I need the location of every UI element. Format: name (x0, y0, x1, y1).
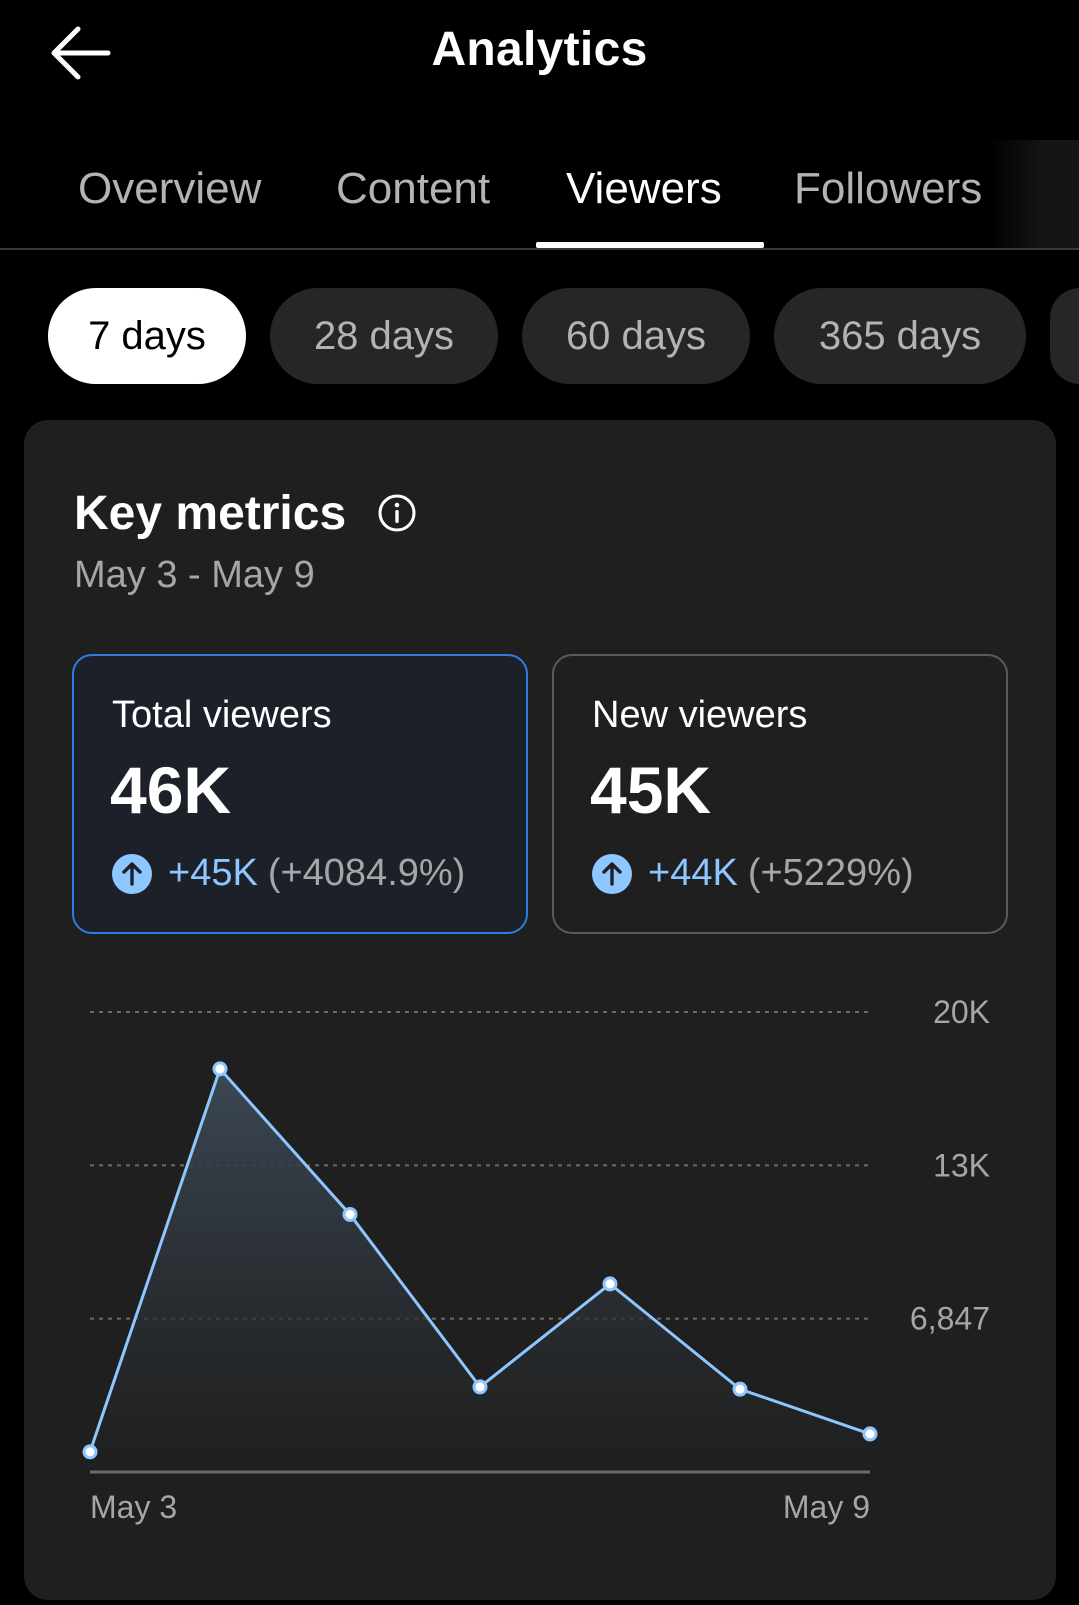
arrow-left-icon (51, 26, 111, 80)
range-chip-7-days[interactable]: 7 days (48, 288, 246, 384)
y-tick-label: 13K (933, 1147, 990, 1183)
x-tick-label: May 3 (90, 1489, 177, 1525)
range-chip-28-days[interactable]: 28 days (270, 288, 498, 384)
y-tick-label: 6,847 (910, 1301, 990, 1337)
metric-delta: +45K (168, 852, 258, 894)
metric-percent: (+4084.9%) (267, 852, 466, 894)
back-button[interactable] (44, 18, 124, 88)
date-range: May 3 - May 9 (74, 554, 315, 596)
metric-delta: +44K (648, 852, 738, 894)
data-point[interactable] (862, 1426, 878, 1442)
metric-label: New viewers (592, 694, 808, 736)
arrow-up-circle-icon (112, 853, 152, 894)
metric-change: +44K (+5229%) (592, 852, 914, 895)
range-chip-60-days[interactable]: 60 days (522, 288, 750, 384)
arrow-up-circle-icon (592, 853, 632, 894)
metric-percent: (+5229%) (747, 852, 914, 894)
data-point[interactable] (472, 1379, 488, 1395)
data-point[interactable] (602, 1276, 618, 1292)
y-tick-label: 20K (933, 994, 990, 1030)
tab-content[interactable]: Content (336, 164, 491, 213)
tab-bar: Overview Content Viewers Followers L (0, 140, 1079, 250)
header: Analytics (0, 0, 1079, 110)
chart-area-fill (90, 1068, 870, 1472)
data-point[interactable] (732, 1381, 748, 1397)
metric-card-new-viewers[interactable]: New viewers 45K +44K (+5229%) (552, 654, 1008, 934)
range-chip-partial[interactable] (1050, 288, 1079, 384)
tab-overview[interactable]: Overview (78, 164, 262, 213)
metric-label: Total viewers (112, 694, 332, 736)
data-point[interactable] (342, 1206, 358, 1222)
key-metrics-title: Key metrics (74, 487, 347, 540)
x-tick-label: May 9 (783, 1489, 870, 1525)
metric-card-total-viewers[interactable]: Total viewers 46K +45K (+4084.9%) (72, 654, 528, 934)
tab-overflow-fade (989, 140, 1079, 248)
data-point[interactable] (212, 1061, 228, 1077)
range-chip-365-days[interactable]: 365 days (774, 288, 1026, 384)
tab-followers[interactable]: Followers (794, 164, 983, 213)
metric-change: +45K (+4084.9%) (112, 852, 465, 895)
metric-value: 45K (590, 753, 712, 827)
tab-viewers[interactable]: Viewers (566, 164, 722, 213)
data-point[interactable] (82, 1444, 98, 1460)
info-circle-icon[interactable] (376, 492, 418, 534)
metric-value: 46K (110, 753, 232, 827)
active-tab-indicator (536, 242, 764, 248)
page-title: Analytics (431, 23, 648, 76)
